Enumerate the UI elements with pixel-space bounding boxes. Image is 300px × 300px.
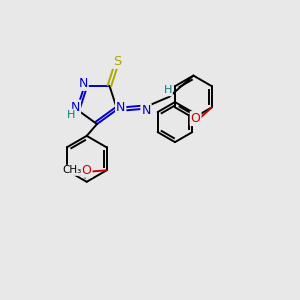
- Text: N: N: [71, 100, 80, 114]
- Text: S: S: [112, 55, 121, 68]
- Text: H: H: [68, 110, 76, 120]
- Text: N: N: [141, 104, 151, 117]
- Text: N: N: [116, 100, 125, 114]
- Text: H: H: [164, 85, 172, 95]
- Text: O: O: [191, 112, 200, 125]
- Text: CH₃: CH₃: [62, 165, 82, 175]
- Text: N: N: [78, 77, 88, 90]
- Text: O: O: [82, 164, 92, 177]
